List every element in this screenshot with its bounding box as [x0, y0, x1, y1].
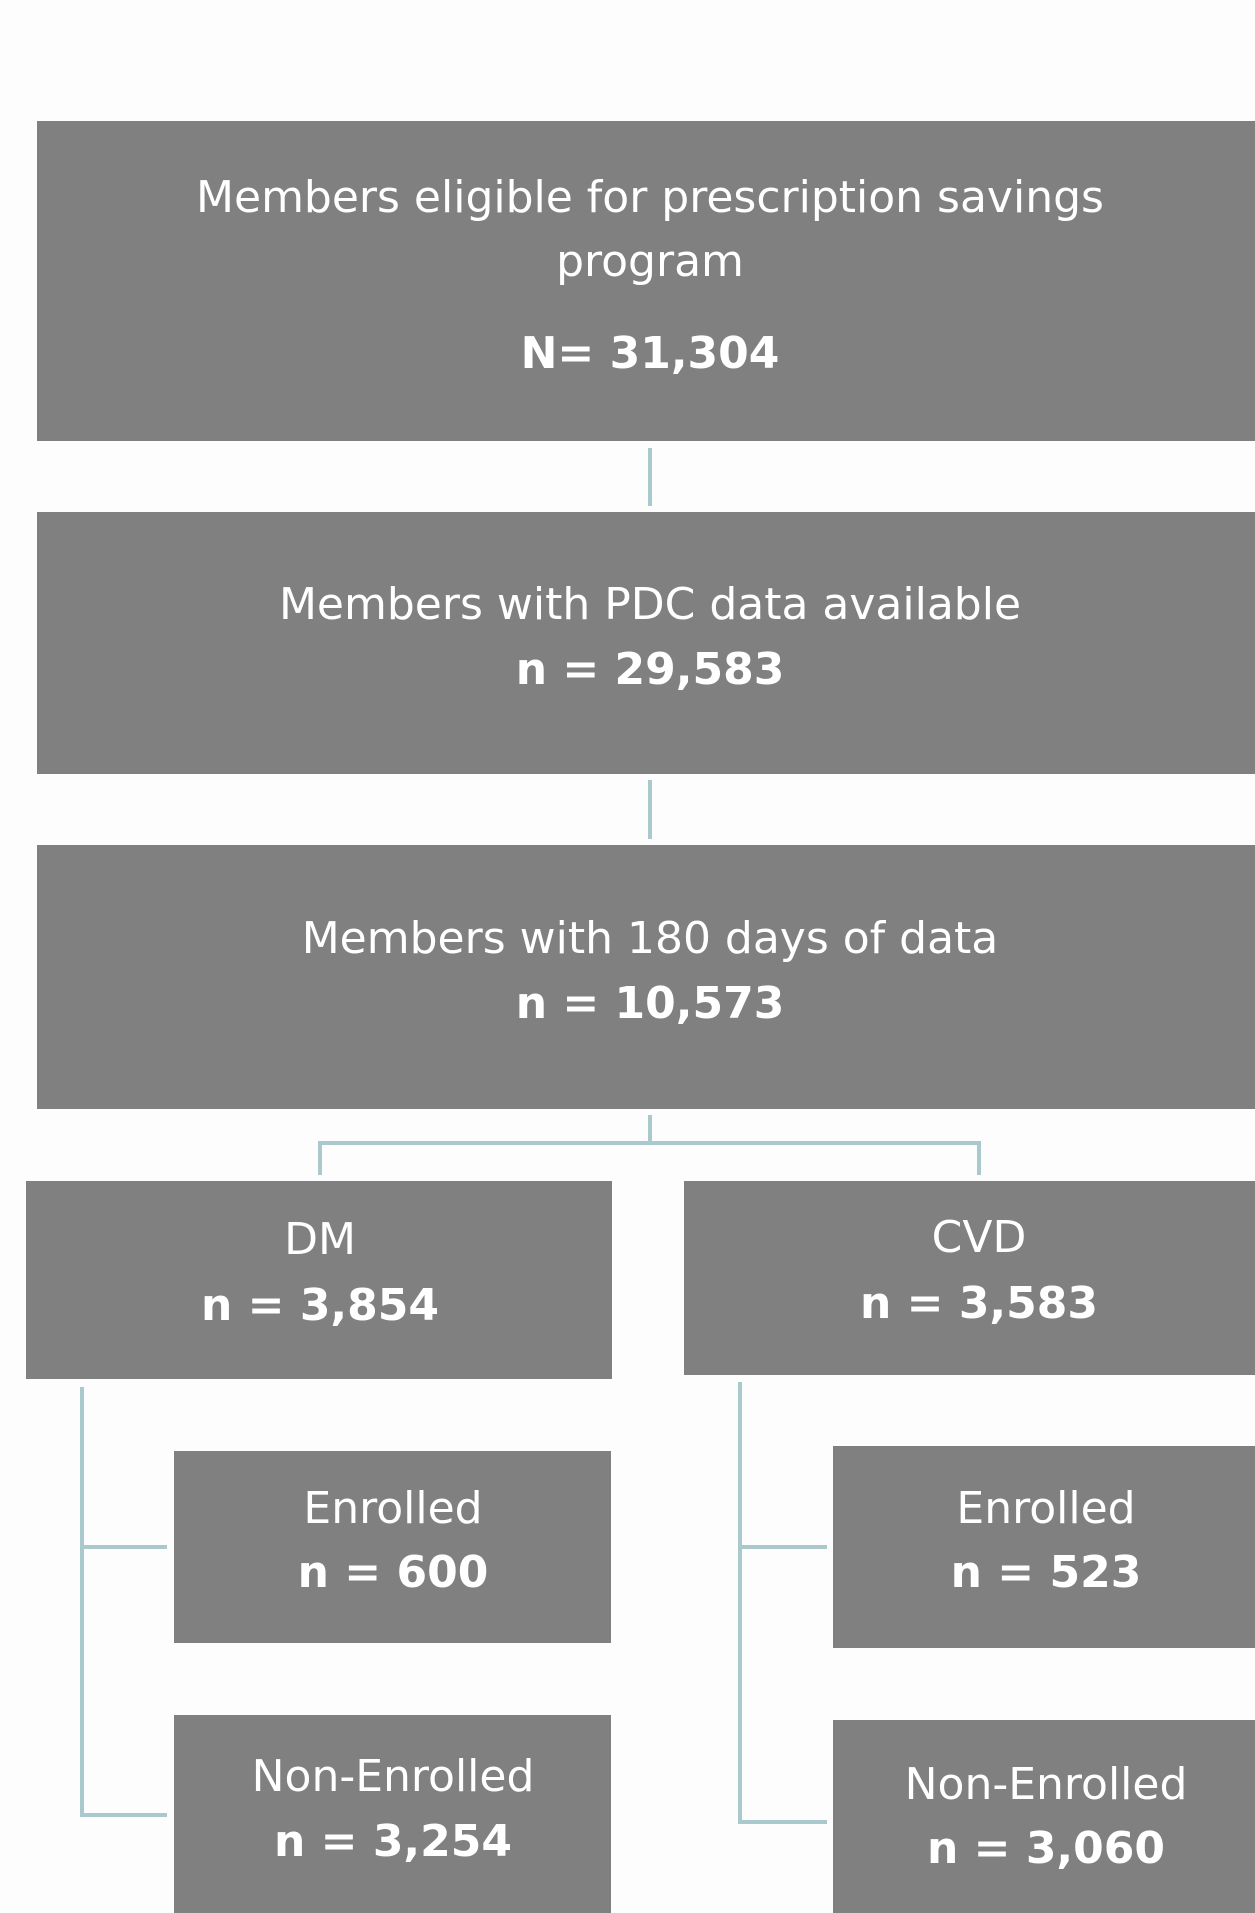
box: [37, 845, 1255, 1109]
box-label: Enrolled: [303, 1483, 483, 1534]
box-count: n = 29,583: [515, 644, 785, 695]
box-label: Members with PDC data available: [278, 579, 1022, 630]
box-count: n = 3,254: [273, 1816, 512, 1867]
box-label: Members eligible for prescription saving…: [196, 172, 1104, 287]
box: [833, 1720, 1255, 1913]
box-label: Non-Enrolled: [904, 1759, 1188, 1810]
box: [833, 1446, 1255, 1648]
box: [37, 512, 1255, 774]
box-label: Non-Enrolled: [251, 1751, 535, 1802]
box-count: N= 31,304: [520, 328, 780, 379]
box-count: n = 3,854: [200, 1280, 439, 1331]
box-count: n = 523: [950, 1547, 1142, 1598]
box-label: Members with 180 days of data: [301, 913, 999, 964]
box: [37, 121, 1255, 441]
box-count: n = 3,583: [859, 1278, 1098, 1329]
box-label: DM: [284, 1214, 356, 1265]
box: [174, 1451, 611, 1643]
box: [684, 1181, 1255, 1375]
box: [26, 1181, 612, 1379]
box-count: n = 600: [297, 1547, 489, 1598]
box-count: n = 10,573: [515, 978, 785, 1029]
box-label: CVD: [931, 1212, 1027, 1263]
box: [174, 1715, 611, 1913]
box-count: n = 3,060: [926, 1823, 1165, 1874]
box-label: Enrolled: [956, 1483, 1136, 1534]
